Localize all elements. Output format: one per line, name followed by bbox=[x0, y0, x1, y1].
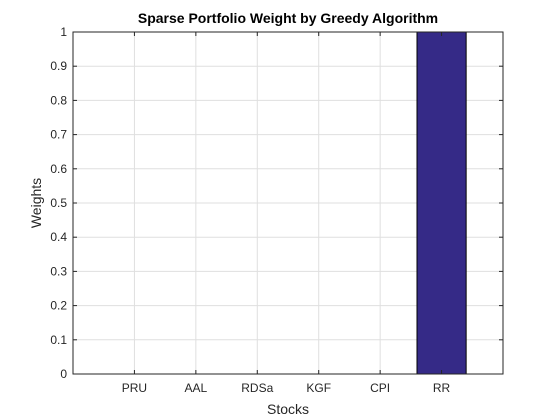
y-tick-label: 0.7 bbox=[50, 128, 67, 142]
bar-RR bbox=[416, 31, 467, 375]
x-tick-label: KGF bbox=[306, 381, 331, 395]
chart-title: Sparse Portfolio Weight by Greedy Algori… bbox=[138, 10, 438, 26]
x-axis-label: Stocks bbox=[267, 401, 309, 417]
y-tick-label: 0.5 bbox=[50, 196, 67, 210]
x-tick-label: PRU bbox=[122, 381, 147, 395]
y-tick-label: 0.6 bbox=[50, 162, 67, 176]
x-tick-label: CPI bbox=[370, 381, 390, 395]
y-axis-label: Weights bbox=[28, 178, 44, 228]
y-tick-label: 0.1 bbox=[50, 333, 67, 347]
y-tick-label: 0.2 bbox=[50, 299, 67, 313]
y-tick-label: 1 bbox=[60, 25, 67, 39]
y-tick-label: 0.8 bbox=[50, 93, 67, 107]
x-tick-label: AAL bbox=[185, 381, 208, 395]
ticks: 0 0.1 0.2 0.3 0.4 0.5 0.6 0.7 0.8 0.9 1 PRU AAL RDSa K… bbox=[50, 25, 503, 395]
x-tick-label: RDSa bbox=[241, 381, 273, 395]
y-tick-label: 0.9 bbox=[50, 59, 67, 73]
y-tick-label: 0 bbox=[60, 367, 67, 381]
x-tick-label: RR bbox=[433, 381, 451, 395]
y-tick-label: 0.4 bbox=[50, 230, 67, 244]
bars bbox=[416, 31, 467, 375]
y-tick-label: 0.3 bbox=[50, 264, 67, 278]
